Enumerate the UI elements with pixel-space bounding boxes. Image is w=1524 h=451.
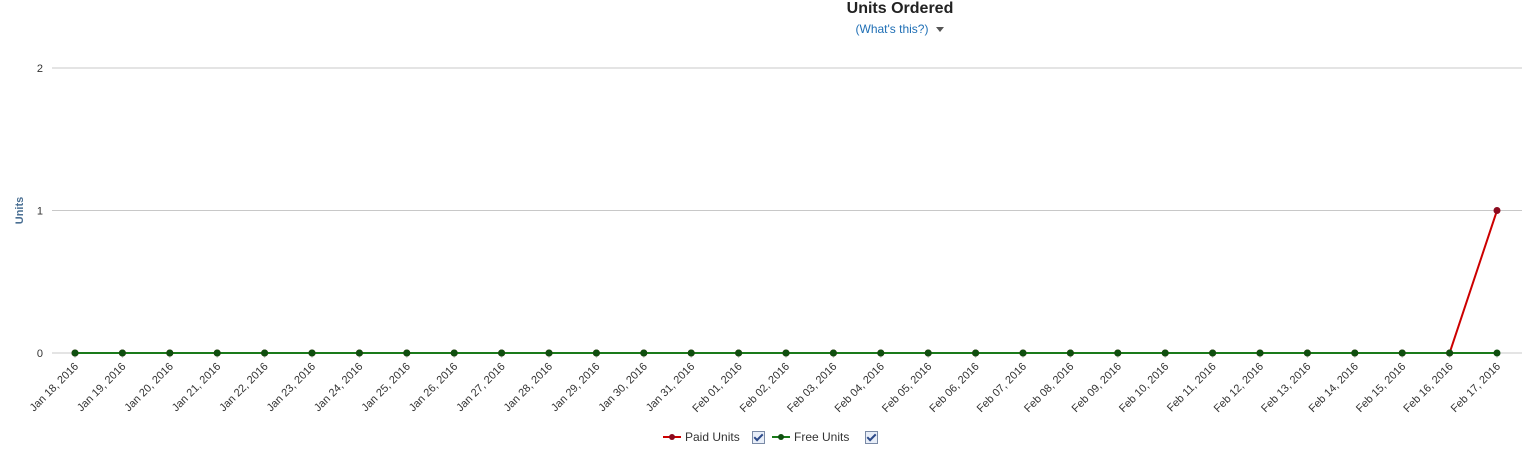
- x-tick-label: Jan 21, 2016: [170, 361, 223, 414]
- x-tick-label: Jan 25, 2016: [359, 361, 412, 414]
- data-point-free-units[interactable]: [118, 349, 126, 357]
- chart-legend: Paid Units Free Units: [0, 430, 1524, 448]
- data-point-free-units[interactable]: [1303, 349, 1311, 357]
- data-point-free-units[interactable]: [403, 349, 411, 357]
- legend-item-free-units[interactable]: Free Units: [772, 430, 879, 444]
- y-tick-label: 2: [37, 63, 43, 75]
- data-point-free-units[interactable]: [924, 349, 932, 357]
- data-point-free-units[interactable]: [498, 349, 506, 357]
- x-tick-label: Feb 01, 2016: [690, 361, 744, 415]
- x-tick-label: Feb 05, 2016: [880, 361, 934, 415]
- data-point-free-units[interactable]: [1493, 349, 1501, 357]
- data-point-free-units[interactable]: [592, 349, 600, 357]
- x-tick-label: Jan 23, 2016: [265, 361, 318, 414]
- data-point-free-units[interactable]: [1114, 349, 1122, 357]
- data-point-free-units[interactable]: [735, 349, 743, 357]
- legend-label-paid-units: Paid Units: [685, 430, 740, 444]
- data-point-free-units[interactable]: [1351, 349, 1359, 357]
- free-units-swatch-icon: [772, 431, 790, 443]
- data-point-free-units[interactable]: [1019, 349, 1027, 357]
- y-axis-label: Units: [14, 197, 26, 225]
- x-tick-label: Feb 04, 2016: [833, 361, 887, 415]
- x-tick-label: Feb 02, 2016: [738, 361, 792, 415]
- x-tick-label: Jan 20, 2016: [122, 361, 175, 414]
- paid-units-swatch-icon: [663, 431, 681, 443]
- data-point-free-units[interactable]: [308, 349, 316, 357]
- data-point-free-units[interactable]: [261, 349, 269, 357]
- data-point-free-units[interactable]: [877, 349, 885, 357]
- data-point-free-units[interactable]: [1398, 349, 1406, 357]
- x-tick-label: Feb 07, 2016: [975, 361, 1029, 415]
- x-tick-label: Feb 09, 2016: [1070, 361, 1124, 415]
- x-tick-label: Feb 13, 2016: [1259, 361, 1313, 415]
- chevron-down-icon[interactable]: [936, 27, 945, 33]
- x-tick-label: Jan 18, 2016: [28, 361, 81, 414]
- data-point-free-units[interactable]: [1066, 349, 1074, 357]
- data-point-free-units[interactable]: [1446, 349, 1454, 357]
- series-line-paid-units: [75, 210, 1498, 354]
- x-tick-label: Feb 15, 2016: [1354, 361, 1408, 415]
- data-point-free-units[interactable]: [545, 349, 553, 357]
- legend-label-free-units: Free Units: [794, 430, 850, 444]
- x-tick-label: Jan 24, 2016: [312, 361, 365, 414]
- x-tick-label: Feb 06, 2016: [927, 361, 981, 415]
- whats-this-link[interactable]: (What's this?): [855, 22, 929, 36]
- chart-title: Units Ordered: [846, 0, 954, 17]
- whats-this-row: (What's this?): [0, 22, 1524, 36]
- x-tick-label: Feb 12, 2016: [1212, 361, 1266, 415]
- x-tick-label: Feb 03, 2016: [785, 361, 839, 415]
- x-tick-label: Jan 28, 2016: [502, 361, 555, 414]
- data-point-free-units[interactable]: [213, 349, 221, 357]
- data-point-free-units[interactable]: [1161, 349, 1169, 357]
- x-tick-label: Jan 30, 2016: [596, 361, 649, 414]
- data-point-free-units[interactable]: [71, 349, 79, 357]
- x-tick-label: Jan 27, 2016: [454, 361, 507, 414]
- x-tick-label: Jan 26, 2016: [407, 361, 460, 414]
- x-tick-label: Feb 08, 2016: [1022, 361, 1076, 415]
- x-tick-label: Jan 19, 2016: [75, 361, 128, 414]
- data-point-free-units[interactable]: [1256, 349, 1264, 357]
- x-tick-label: Jan 29, 2016: [549, 361, 602, 414]
- x-tick-label: Jan 31, 2016: [644, 361, 697, 414]
- data-point-free-units[interactable]: [166, 349, 174, 357]
- x-tick-label: Feb 16, 2016: [1401, 361, 1455, 415]
- x-tick-label: Feb 14, 2016: [1307, 361, 1361, 415]
- data-point-free-units[interactable]: [640, 349, 648, 357]
- paid-units-checkbox[interactable]: [751, 430, 765, 444]
- legend-item-paid-units[interactable]: Paid Units: [663, 430, 765, 444]
- y-tick-label: 0: [37, 348, 43, 360]
- data-point-free-units[interactable]: [782, 349, 790, 357]
- x-tick-label: Jan 22, 2016: [217, 361, 270, 414]
- data-point-free-units[interactable]: [687, 349, 695, 357]
- x-tick-label: Feb 17, 2016: [1449, 361, 1503, 415]
- free-units-checkbox[interactable]: [865, 430, 879, 444]
- x-tick-label: Feb 10, 2016: [1117, 361, 1171, 415]
- y-tick-label: 1: [37, 206, 43, 218]
- data-point-free-units[interactable]: [355, 349, 363, 357]
- data-point-free-units[interactable]: [450, 349, 458, 357]
- data-point-free-units[interactable]: [1209, 349, 1217, 357]
- data-point-free-units[interactable]: [829, 349, 837, 357]
- data-point-free-units[interactable]: [972, 349, 980, 357]
- data-point-paid-units[interactable]: [1493, 207, 1501, 214]
